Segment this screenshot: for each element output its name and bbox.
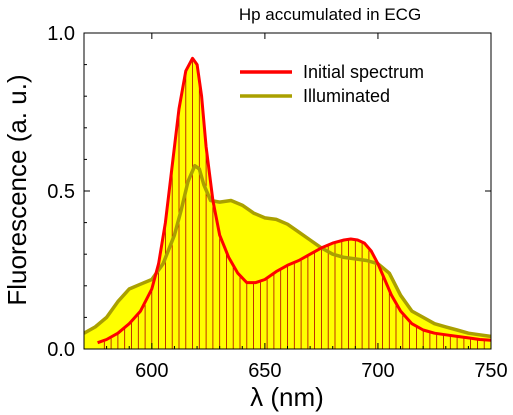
- initial-spectrum-area: [97, 58, 491, 349]
- series-layer: [84, 56, 491, 349]
- x-tick-label: 600: [135, 360, 168, 382]
- initial-spectrum-line: [97, 56, 491, 345]
- legend-label: Illuminated: [303, 86, 390, 106]
- y-tick-label: 0.0: [47, 339, 75, 361]
- legend-label: Initial spectrum: [303, 62, 424, 82]
- chart-title: Hp accumulated in ECG: [239, 5, 421, 24]
- legend: Initial spectrum Illuminated: [240, 62, 424, 106]
- x-tick-label: 650: [248, 360, 281, 382]
- y-axis-title: Fluorescence (a. u.): [2, 74, 32, 305]
- x-axis-title: λ (nm): [250, 382, 324, 412]
- x-tick-label: 750: [474, 360, 507, 382]
- axes-layer: 600 650 700 750 0.0 0.5 1.0: [47, 23, 508, 382]
- y-tick-label: 0.5: [47, 181, 75, 203]
- y-tick-label: 1.0: [47, 23, 75, 45]
- x-tick-label: 700: [361, 360, 394, 382]
